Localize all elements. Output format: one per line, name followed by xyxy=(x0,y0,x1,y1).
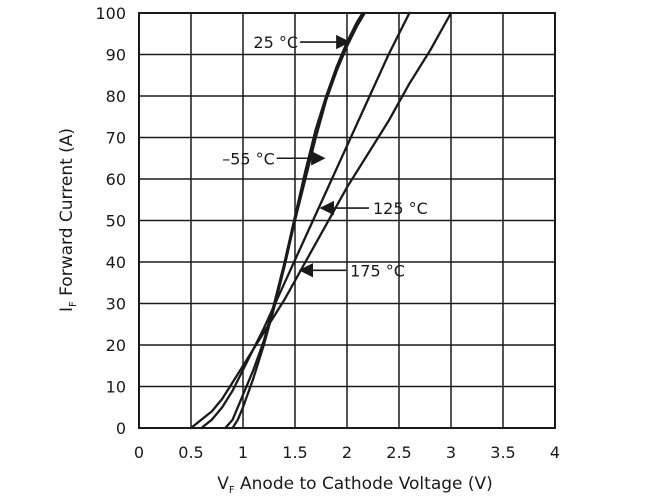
annotation-label: 25 °C xyxy=(253,33,298,52)
x-tick-label: 0 xyxy=(134,443,144,462)
series-line-55c xyxy=(231,11,366,430)
x-axis-label: VF Anode to Cathode Voltage (V) xyxy=(217,474,493,496)
annotations: 25 °C –55 °C 125 °C 175 °C xyxy=(222,33,428,280)
x-tick-label: 2.5 xyxy=(386,443,411,462)
y-tick-label: 60 xyxy=(106,170,126,189)
plot-frame xyxy=(138,12,556,429)
series-line-125c xyxy=(200,11,411,430)
y-axis-label: IF Forward Current (A) xyxy=(57,128,79,312)
x-tick-label: 0.5 xyxy=(178,443,203,462)
y-tick-label: 90 xyxy=(106,46,126,65)
y-tick-label: 50 xyxy=(106,212,126,231)
x-tick-label: 1.5 xyxy=(282,443,307,462)
y-label-subscript: F xyxy=(68,301,79,307)
y-tick-label: 40 xyxy=(106,253,126,272)
x-tick-label: 3 xyxy=(446,443,456,462)
y-tick-label: 0 xyxy=(116,419,126,438)
series-lines xyxy=(189,11,453,430)
y-tick-label: 30 xyxy=(106,295,126,314)
annotation-label: 175 °C xyxy=(350,261,405,280)
x-tick-label: 3.5 xyxy=(490,443,515,462)
x-tick-label: 4 xyxy=(550,443,560,462)
grid xyxy=(138,12,556,429)
y-tick-label: 100 xyxy=(95,4,126,23)
x-tick-label: 1 xyxy=(238,443,248,462)
annotation-label: –55 °C xyxy=(222,149,275,168)
y-tick-label: 20 xyxy=(106,336,126,355)
annotation-label: 125 °C xyxy=(373,199,428,218)
y-tick-label: 10 xyxy=(106,378,126,397)
x-tick-label: 2 xyxy=(342,443,352,462)
y-tick-label: 80 xyxy=(106,87,126,106)
series-line-175c xyxy=(189,11,453,430)
y-tick-label: 70 xyxy=(106,129,126,148)
x-label-subscript: F xyxy=(229,485,235,496)
